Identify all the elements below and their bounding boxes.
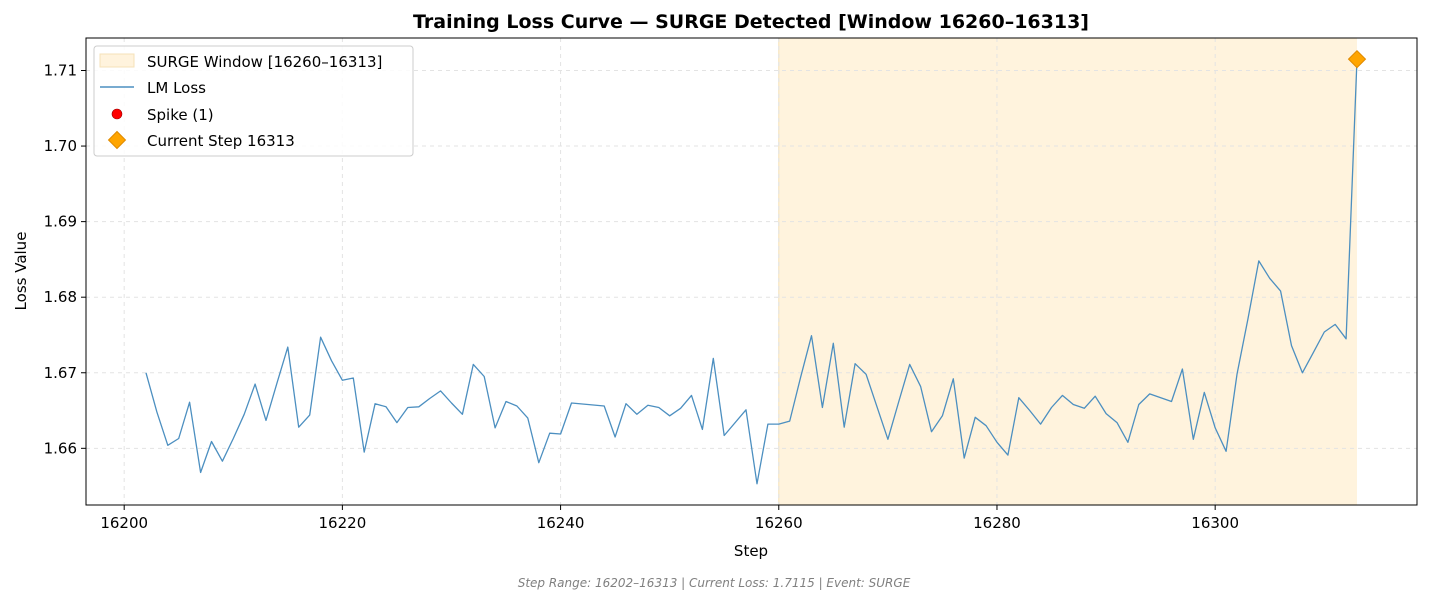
x-tick-label: 16240 [537, 514, 585, 532]
legend-loss-label: LM Loss [147, 79, 206, 97]
marker-layer [1347, 49, 1367, 69]
legend-spike-label: Spike (1) [147, 106, 214, 124]
legend-current-swatch [107, 130, 127, 150]
x-tick-label: 16280 [973, 514, 1021, 532]
y-axis-label: Loss Value [12, 232, 30, 311]
y-tick-label: 1.71 [44, 61, 77, 79]
x-tick-label: 16260 [755, 514, 803, 532]
x-axis-ticks: 16200 16220 16240 16260 16280 16300 [100, 505, 1239, 532]
legend-spike-swatch [111, 108, 123, 120]
current-step-marker [1347, 49, 1367, 69]
legend-surge-label: SURGE Window [16260–16313] [147, 53, 382, 71]
y-tick-label: 1.69 [44, 213, 77, 231]
x-tick-label: 16300 [1191, 514, 1239, 532]
legend: SURGE Window [16260–16313] LM Loss Spike… [93, 45, 414, 157]
chart-title: Training Loss Curve — SURGE Detected [Wi… [413, 11, 1089, 33]
y-tick-label: 1.68 [44, 288, 77, 306]
lm-loss-line [145, 59, 1358, 485]
legend-box [93, 45, 414, 157]
x-tick-label: 16200 [100, 514, 148, 532]
legend-current-label: Current Step 16313 [147, 132, 295, 150]
plot-border [85, 37, 1418, 506]
legend-surge-swatch [99, 53, 135, 68]
y-axis-ticks: 1.66 1.67 1.68 1.69 1.70 1.71 [44, 61, 86, 457]
loss-line-layer [145, 59, 1358, 485]
y-tick-label: 1.70 [44, 137, 77, 155]
y-tick-label: 1.67 [44, 364, 77, 382]
x-axis-label: Step [734, 542, 768, 560]
surge-window-layer [778, 38, 1357, 505]
footer-note: Step Range: 16202–16313 | Current Loss: … [518, 576, 911, 590]
plot-frame [85, 37, 1418, 506]
x-tick-label: 16220 [319, 514, 367, 532]
y-tick-label: 1.66 [44, 439, 77, 457]
surge-window-band [778, 38, 1357, 505]
